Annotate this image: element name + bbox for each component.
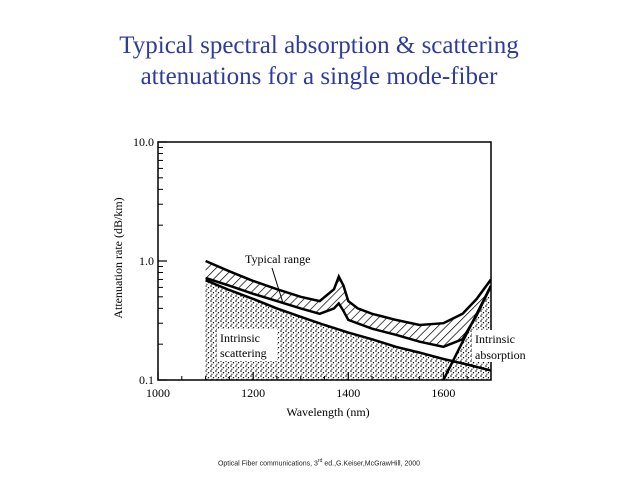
- series-intrinsic-scattering-line: [205, 279, 491, 372]
- label-scattering-2: scattering: [220, 346, 267, 360]
- label-absorption-2: absorption: [475, 348, 526, 362]
- label-bg-scattering: [217, 329, 277, 361]
- y-tick-label: 1.0: [139, 254, 154, 268]
- series-typical-range-upper: [205, 259, 491, 327]
- series-typical-range-lower: [205, 276, 491, 349]
- x-axis-label: Wavelength (nm): [286, 405, 369, 419]
- label-absorption-1: Intrinsic: [475, 332, 515, 346]
- caption-prefix: Optical Fiber communications, 3: [217, 460, 318, 468]
- y-tick-label: 10.0: [133, 135, 154, 149]
- label-scattering-1: Intrinsic: [220, 331, 260, 345]
- caption-suffix: ed.,G.Keiser,McGrawHill, 2000: [322, 460, 421, 468]
- x-tick-label: 1600: [431, 386, 455, 400]
- pointer-typical-range: [271, 267, 284, 304]
- caption-sup: rd: [317, 458, 323, 464]
- x-tick-label: 1200: [241, 386, 265, 400]
- title-line-1: Typical spectral absorption & scattering: [119, 32, 519, 59]
- title-line-2: attenuations for a single mode-fiber: [140, 63, 498, 90]
- label-bg-absorption: [472, 330, 542, 362]
- source-caption: Optical Fiber communications, 3rd ed.,G.…: [0, 458, 638, 467]
- x-tick-label: 1000: [146, 386, 170, 400]
- series-intrinsic-absorption-line: [442, 285, 491, 380]
- y-axis-label: Attenuation rate (dB/km): [111, 197, 125, 318]
- y-tick-label: 0.1: [139, 373, 154, 387]
- slide-title: Typical spectral absorption & scattering…: [0, 30, 638, 92]
- label-typical-range: Typical range: [245, 252, 310, 266]
- x-tick-label: 1400: [336, 386, 360, 400]
